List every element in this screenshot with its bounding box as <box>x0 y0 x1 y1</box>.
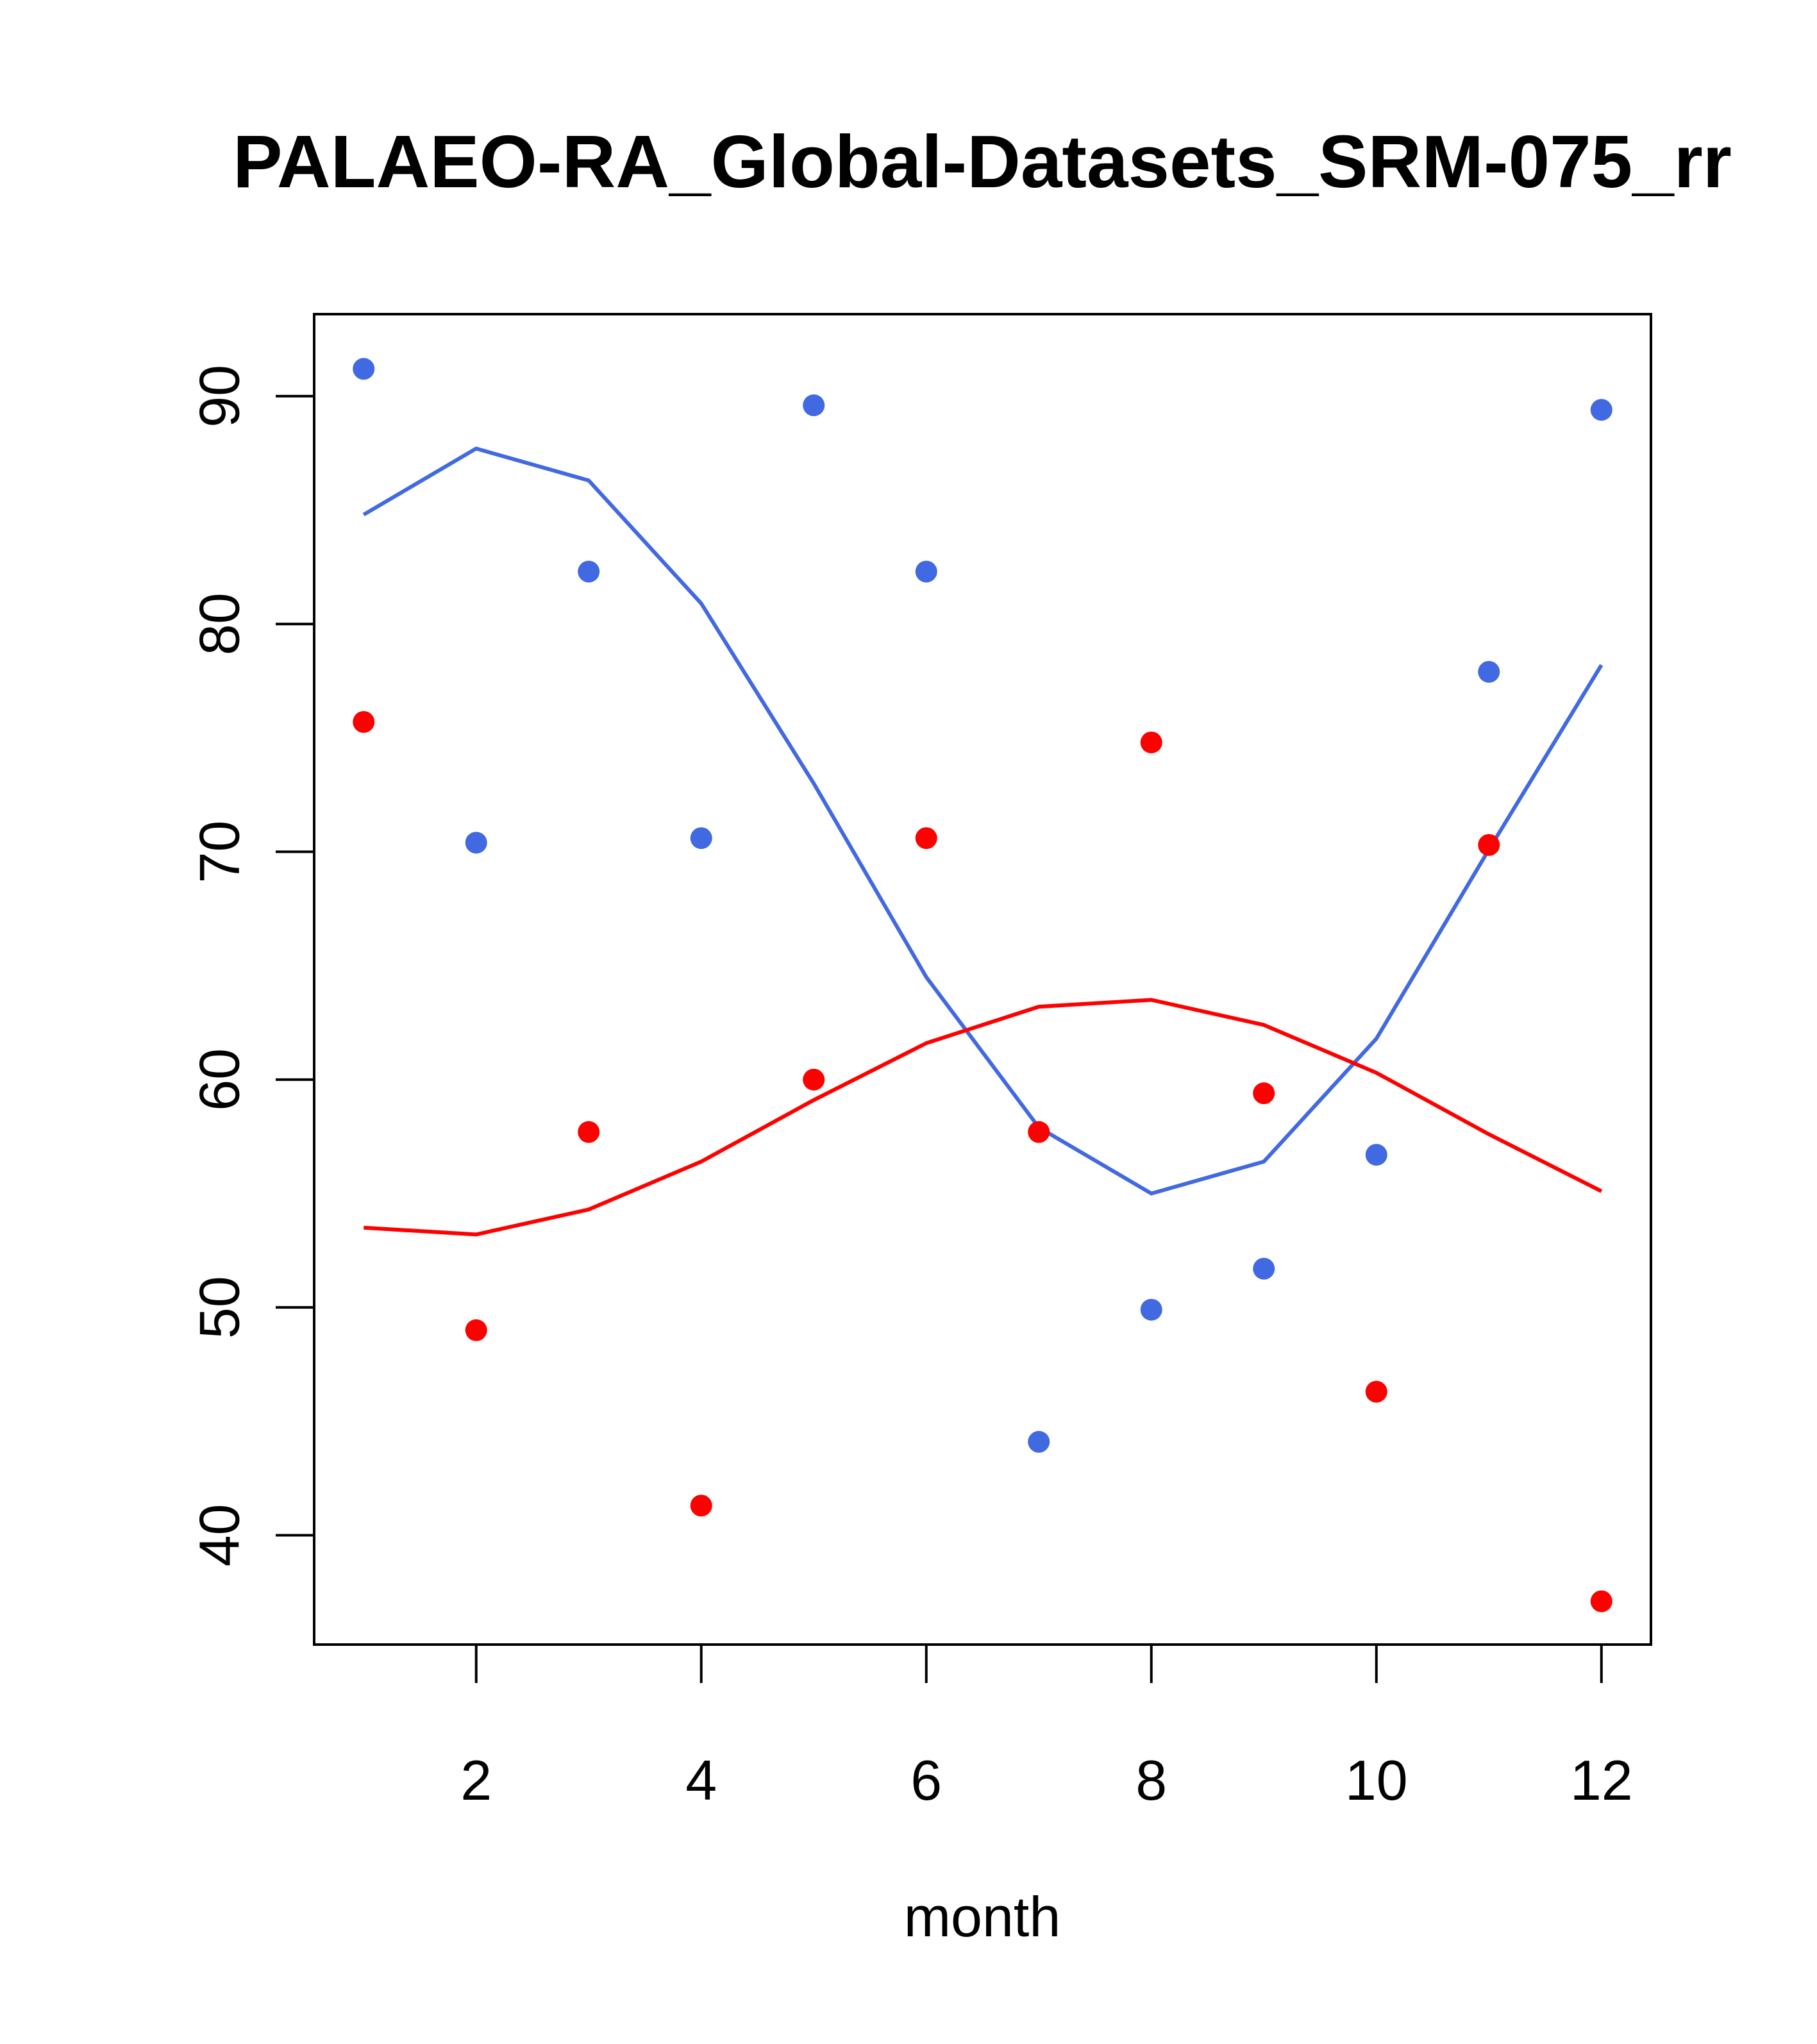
red-point-point <box>1028 1121 1050 1143</box>
series-lines <box>362 446 1603 1237</box>
x-tick-label: 2 <box>460 1748 492 1812</box>
plot-frame <box>313 313 1652 1646</box>
red-point-point <box>690 1495 712 1517</box>
y-tick-label: 70 <box>188 821 251 884</box>
chart-title: PALAEO-RA_Global-Datasets_SRM-075_rr <box>233 120 1732 203</box>
blue-point-point <box>803 394 825 417</box>
blue-point-point <box>1365 1144 1387 1166</box>
blue-point-point <box>915 560 937 583</box>
blue-point-point <box>690 827 712 850</box>
red-point-point <box>465 1319 487 1341</box>
series-points <box>353 358 1612 1613</box>
y-tick-label: 90 <box>188 365 251 428</box>
red-point-point <box>578 1121 600 1143</box>
red-point-point <box>353 711 375 733</box>
y-axis: 40 50 60 70 80 90 <box>188 365 315 1566</box>
blue-point-point <box>1253 1257 1275 1280</box>
red-line <box>364 998 1603 1237</box>
y-tick-label: 50 <box>188 1276 251 1339</box>
blue-point-point <box>1028 1430 1050 1453</box>
y-tick-label: 80 <box>188 592 251 655</box>
x-tick-label: 8 <box>1135 1748 1167 1812</box>
x-tick-label: 6 <box>910 1748 942 1812</box>
x-tick-label: 12 <box>1570 1748 1633 1812</box>
y-tick-label: 60 <box>188 1048 251 1111</box>
red-point-point <box>915 827 937 850</box>
blue-point-point <box>1140 1298 1162 1321</box>
red-point-point <box>1253 1082 1275 1105</box>
x-tick-label: 10 <box>1345 1748 1408 1812</box>
red-point-point <box>1478 834 1500 856</box>
blue-point-point <box>353 358 375 380</box>
x-axis: 2 4 6 8 10 12 <box>460 1643 1633 1812</box>
y-tick-label: 40 <box>188 1504 251 1567</box>
blue-point-point <box>1478 660 1500 683</box>
blue-line <box>362 446 1603 1196</box>
red-point-point <box>1590 1590 1612 1613</box>
blue-point-point <box>1590 399 1612 421</box>
x-tick-label: 4 <box>685 1748 717 1812</box>
x-axis-label: month <box>904 1885 1061 1948</box>
red-point-point <box>1140 731 1162 753</box>
red-point-point <box>1365 1380 1387 1403</box>
blue-point-point <box>578 560 600 583</box>
blue-point-point <box>465 832 487 854</box>
red-point-point <box>803 1068 825 1091</box>
